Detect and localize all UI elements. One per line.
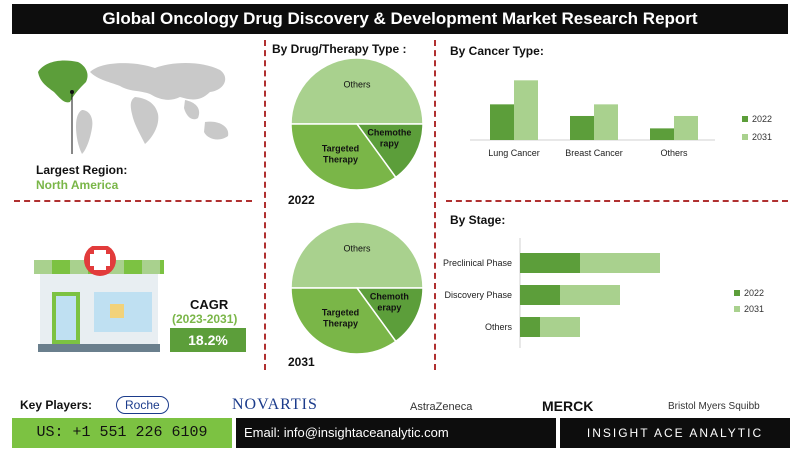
divider-left xyxy=(264,40,266,370)
pie-2031-slice-1 xyxy=(355,287,424,343)
stage-title: By Stage: xyxy=(450,213,506,227)
divider-right-horizontal xyxy=(446,200,788,202)
divider-left-horizontal xyxy=(14,200,252,202)
cancer-bar-2-0 xyxy=(650,128,674,140)
pie-2031-label-1: Chemoth erapy xyxy=(370,291,409,312)
cancer-bar-2-1 xyxy=(674,115,698,140)
cancer-type-bar-chart: Lung Cancer Breast Cancer Others 2022 2031 xyxy=(470,80,772,158)
cancer-legend-label-0: 2022 xyxy=(752,114,772,124)
pie-2022-label-2: Targeted Therapy xyxy=(322,143,359,164)
divider-right xyxy=(434,40,436,370)
cagr-period: (2023-2031) xyxy=(172,312,238,326)
cagr-value: 18.2% xyxy=(170,328,246,352)
stage-legend-label-1: 2031 xyxy=(744,304,764,314)
bms-logo: Bristol Myers Squibb xyxy=(668,401,760,412)
astrazeneca-logo: AstraZeneca xyxy=(410,401,473,413)
stage-bar-1-0 xyxy=(520,285,560,305)
stage-bar-0-0 xyxy=(520,253,580,273)
cancer-type-title: By Cancer Type: xyxy=(450,44,544,58)
cancer-legend-swatch-1 xyxy=(742,134,748,140)
stage-bar-chart: Preclinical Phase Discovery Phase Others 20… xyxy=(443,238,764,348)
world-map xyxy=(38,60,229,154)
cancer-bar-0-1 xyxy=(514,80,538,140)
pie-2031-slice-2 xyxy=(290,287,397,355)
cancer-legend-swatch-0 xyxy=(742,116,748,122)
stage-bar-2-1 xyxy=(540,317,580,337)
pie-2022-slice-2 xyxy=(290,123,397,191)
stage-category-label: Others xyxy=(485,322,513,332)
pie-chart-2031: Others Chemoth erapy Targeted Therapy xyxy=(290,221,424,355)
pie-2031-label-0: Others xyxy=(343,244,371,254)
stage-category-label: Preclinical Phase xyxy=(443,258,512,268)
pie-2022-slice-1 xyxy=(355,123,424,179)
pie-2031-slice-0 xyxy=(290,221,424,289)
largest-region-label: Largest Region: xyxy=(36,163,128,177)
stage-bar-0-1 xyxy=(580,253,660,273)
largest-region-value: North America xyxy=(36,178,119,192)
pie-section-title: By Drug/Therapy Type : xyxy=(272,42,407,56)
pie-chart-2022: Others Chemothe rapy Targeted Therapy xyxy=(290,57,424,191)
brand-logo: INSIGHT ACE ANALYTIC xyxy=(560,418,790,448)
page-title: Global Oncology Drug Discovery & Develop… xyxy=(12,4,788,34)
email-contact[interactable]: Email: info@insightaceanalytic.com xyxy=(236,418,556,448)
pie-2022-label-0: Others xyxy=(343,80,371,90)
pie-2031-year-label: 2031 xyxy=(288,355,315,369)
stage-category-label: Discovery Phase xyxy=(444,290,512,300)
merck-logo: MERCK xyxy=(542,398,594,414)
cancer-category-label: Breast Cancer xyxy=(565,148,623,158)
pie-2022-slice-0 xyxy=(290,57,424,125)
phone-contact[interactable]: US: +1 551 226 6109 xyxy=(12,418,232,448)
stage-legend-swatch-1 xyxy=(734,306,740,312)
cancer-category-label: Others xyxy=(660,148,688,158)
novartis-logo: NOVARTIS xyxy=(232,396,318,413)
pharmacy-illustration xyxy=(34,246,164,352)
pie-2022-label-1: Chemothe rapy xyxy=(367,127,411,148)
cancer-legend-label-1: 2031 xyxy=(752,132,772,142)
cancer-category-label: Lung Cancer xyxy=(488,148,540,158)
stage-legend-label-0: 2022 xyxy=(744,288,764,298)
stage-bar-1-1 xyxy=(560,285,620,305)
cancer-bar-0-0 xyxy=(490,104,514,140)
pie-2031-label-2: Targeted Therapy xyxy=(322,307,359,328)
key-players-label: Key Players: xyxy=(20,398,93,412)
cancer-bar-1-1 xyxy=(594,104,618,140)
stage-bar-2-0 xyxy=(520,317,540,337)
cagr-label: CAGR xyxy=(190,297,229,312)
pie-2022-year-label: 2022 xyxy=(288,193,315,207)
roche-logo: Roche xyxy=(116,396,169,414)
stage-legend-swatch-0 xyxy=(734,290,740,296)
cancer-bar-1-0 xyxy=(570,115,594,140)
